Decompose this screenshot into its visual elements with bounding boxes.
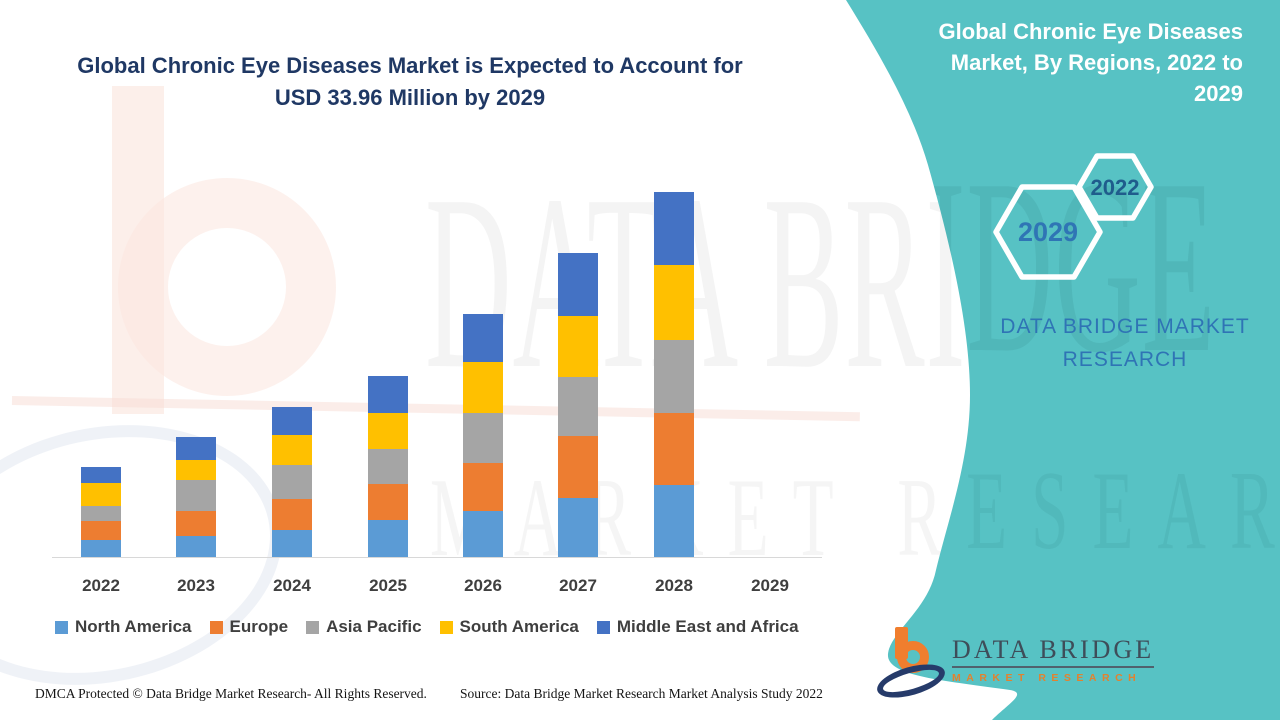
bar-segment-2027-north-america <box>558 497 598 558</box>
teal-panel-shape <box>846 0 1280 720</box>
x-axis-label-2027: 2027 <box>559 576 597 595</box>
bar-segment-2026-middle-east-and-africa <box>463 314 503 363</box>
bar-segment-2022-south-america <box>81 483 121 507</box>
x-axis-label-2029: 2029 <box>751 576 789 595</box>
bar-segment-2025-asia-pacific <box>368 448 408 484</box>
hexagon-small-year: 2022 <box>1091 175 1140 200</box>
logo-text-block: DATA BRIDGE MARKET RESEARCH <box>952 627 1155 684</box>
legend-swatch <box>306 620 320 634</box>
bar-segment-2024-europe <box>272 498 312 531</box>
x-axis-label-2024: 2024 <box>273 576 311 595</box>
bar-segment-2026-north-america <box>463 511 503 558</box>
chart-title-line2: USD 33.96 Million by 2029 <box>274 85 546 110</box>
legend-item-north-america: North America <box>55 617 192 637</box>
bar-segment-2025-europe <box>368 483 408 521</box>
legend-swatch <box>209 620 223 634</box>
legend-item-asia-pacific: Asia Pacific <box>306 617 422 637</box>
logo-name: DATA BRIDGE <box>952 635 1155 668</box>
bar-segment-2028-south-america <box>654 265 694 341</box>
bar-segment-2023-middle-east-and-africa <box>176 437 216 460</box>
bar-segment-2024-north-america <box>272 530 312 558</box>
legend-item-south-america: South America <box>439 617 579 637</box>
x-axis-label-2022: 2022 <box>82 576 120 595</box>
year-hexagons: 2029 2022 <box>993 153 1154 280</box>
bar-2028 <box>654 192 694 558</box>
source-note: Source: Data Bridge Market Research Mark… <box>460 686 823 701</box>
bar-segment-2027-europe <box>558 435 598 498</box>
bar-2027 <box>558 253 598 558</box>
legend-swatch <box>596 620 610 634</box>
legend-item-middle-east-and-africa: Middle East and Africa <box>596 617 799 637</box>
company-logo: DATA BRIDGE MARKET RESEARCH <box>873 627 1155 705</box>
panel-title: Global Chronic Eye Diseases Market, By R… <box>938 19 1243 106</box>
legend-label: Asia Pacific <box>326 617 422 636</box>
bar-segment-2023-south-america <box>176 459 216 481</box>
bar-segment-2022-europe <box>81 521 121 540</box>
bar-2022 <box>81 467 121 558</box>
legend-label: North America <box>75 617 192 636</box>
x-axis-label-2026: 2026 <box>464 576 502 595</box>
legend-swatch <box>439 620 453 634</box>
bar-segment-2027-middle-east-and-africa <box>558 253 598 317</box>
bar-segment-2026-asia-pacific <box>463 413 503 464</box>
hexagon-small-outline <box>1076 153 1154 221</box>
legend-item-europe: Europe <box>209 617 289 637</box>
bar-segment-2022-middle-east-and-africa <box>81 467 121 484</box>
bar-segment-2028-europe <box>654 413 694 486</box>
x-axis-label-2023: 2023 <box>177 576 215 595</box>
panel-brand-text: DATA BRIDGE MARKET RESEARCH <box>1000 315 1250 371</box>
bar-segment-2028-north-america <box>654 485 694 558</box>
bar-2023 <box>176 437 216 558</box>
bar-segment-2023-europe <box>176 511 216 537</box>
chart-title-line1: Global Chronic Eye Diseases Market is Ex… <box>77 53 743 78</box>
legend-swatch <box>55 620 68 634</box>
panel-watermark-row: MARKET RESEARCH <box>430 449 1280 573</box>
bar-segment-2022-asia-pacific <box>81 506 121 522</box>
legend-label: South America <box>459 617 579 636</box>
hexagon-large-year: 2029 <box>1018 217 1078 247</box>
bar-segment-2023-asia-pacific <box>176 480 216 512</box>
bar-segment-2024-south-america <box>272 434 312 465</box>
x-axis-label-2028: 2028 <box>655 576 693 595</box>
legend-label: Middle East and Africa <box>616 617 799 636</box>
dmca-notice: DMCA Protected © Data Bridge Market Rese… <box>35 686 427 701</box>
chart-title: Global Chronic Eye Diseases Market is Ex… <box>65 50 755 114</box>
data-bridge-logo-icon <box>873 627 949 705</box>
bar-segment-2028-middle-east-and-africa <box>654 192 694 266</box>
bar-segment-2023-north-america <box>176 536 216 558</box>
chart-legend: North America Europe Asia Pacific South Ame… <box>55 617 799 637</box>
logo-b-bowl <box>897 641 929 673</box>
bar-segment-2022-north-america <box>81 539 121 558</box>
bar-segment-2025-north-america <box>368 520 408 558</box>
bar-segment-2024-asia-pacific <box>272 464 312 499</box>
legend-label: Europe <box>229 617 289 636</box>
bar-segment-2026-europe <box>463 463 503 512</box>
bar-segment-2027-south-america <box>558 316 598 378</box>
logo-subtitle: MARKET RESEARCH <box>952 672 1142 684</box>
x-axis-line <box>52 557 822 558</box>
x-axis-label-2025: 2025 <box>369 576 407 595</box>
hexagon-large-outline <box>993 184 1103 280</box>
